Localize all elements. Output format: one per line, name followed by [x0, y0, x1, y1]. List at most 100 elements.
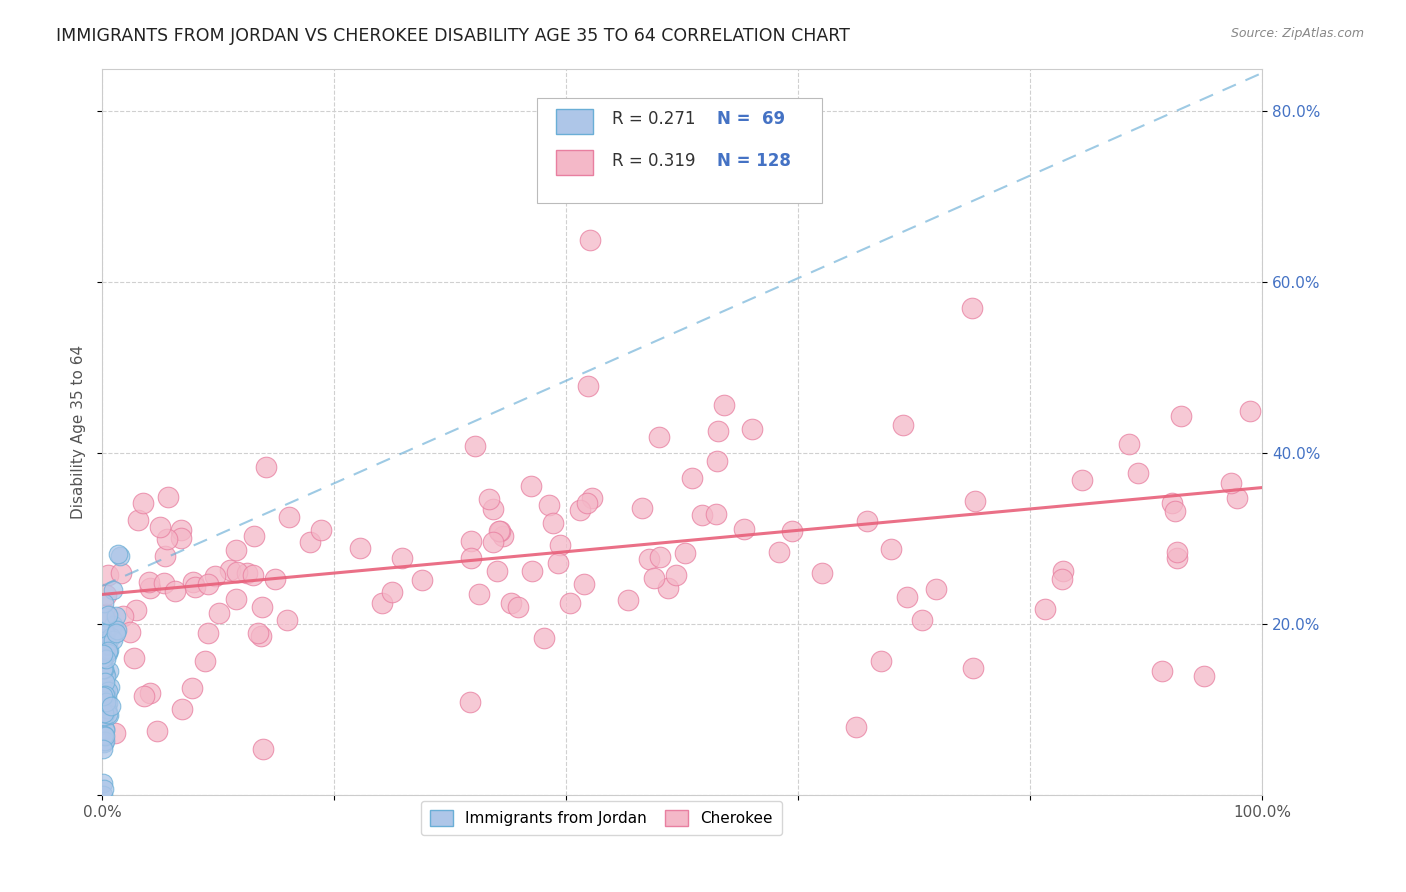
Point	[247, 626, 270, 640]
Point	[112, 609, 135, 624]
Point	[631, 501, 654, 516]
Point	[139, 582, 162, 596]
Point	[94, 610, 117, 624]
Point	[97, 684, 120, 698]
FancyBboxPatch shape	[555, 109, 593, 134]
Point	[458, 695, 481, 709]
Point	[501, 596, 523, 610]
Point	[93, 651, 115, 665]
Point	[94, 705, 117, 719]
Point	[381, 584, 404, 599]
Text: IMMIGRANTS FROM JORDAN VS CHEROKEE DISABILITY AGE 35 TO 64 CORRELATION CHART: IMMIGRANTS FROM JORDAN VS CHEROKEE DISAB…	[56, 27, 851, 45]
Point	[481, 502, 503, 516]
Point	[127, 513, 149, 527]
Point	[250, 599, 273, 614]
Point	[581, 491, 603, 505]
Point	[91, 634, 114, 648]
Point	[277, 510, 299, 524]
Point	[94, 666, 117, 681]
Point	[704, 507, 727, 521]
Point	[264, 572, 287, 586]
Point	[856, 514, 879, 528]
Legend: Immigrants from Jordan, Cherokee: Immigrants from Jordan, Cherokee	[420, 801, 782, 835]
Point	[520, 565, 543, 579]
Point	[242, 568, 264, 582]
Point	[103, 633, 125, 648]
Point	[1052, 564, 1074, 578]
Point	[962, 661, 984, 675]
Point	[309, 523, 332, 537]
Point	[91, 685, 114, 699]
Point	[411, 573, 433, 587]
Point	[870, 654, 893, 668]
Point	[94, 690, 117, 705]
Point	[276, 613, 298, 627]
Point	[492, 529, 515, 543]
Point	[96, 625, 118, 640]
Point	[349, 541, 371, 556]
Point	[104, 726, 127, 740]
Point	[105, 608, 128, 623]
Point	[665, 568, 688, 582]
Point	[254, 459, 277, 474]
Point	[94, 693, 117, 707]
FancyBboxPatch shape	[537, 97, 821, 203]
Point	[225, 591, 247, 606]
Point	[845, 720, 868, 734]
Point	[97, 642, 120, 657]
Point	[134, 689, 156, 703]
Point	[138, 574, 160, 589]
Point	[880, 541, 903, 556]
Point	[146, 723, 169, 738]
Point	[925, 582, 948, 596]
Point	[94, 698, 117, 713]
Point	[252, 742, 274, 756]
Point	[1166, 545, 1188, 559]
Point	[98, 708, 121, 723]
Point	[94, 652, 117, 666]
Point	[648, 430, 671, 444]
Point	[94, 696, 117, 710]
Point	[91, 651, 114, 665]
Point	[97, 644, 120, 658]
Point	[1166, 550, 1188, 565]
Point	[155, 532, 177, 546]
Point	[225, 543, 247, 558]
Point	[706, 424, 728, 438]
Y-axis label: Disability Age 35 to 64: Disability Age 35 to 64	[72, 345, 86, 519]
Point	[93, 729, 115, 743]
Point	[713, 398, 735, 412]
Point	[91, 742, 114, 756]
Point	[98, 680, 121, 694]
Point	[1194, 668, 1216, 682]
Point	[548, 538, 571, 552]
Point	[91, 647, 114, 661]
Point	[97, 646, 120, 660]
Point	[673, 546, 696, 560]
Point	[153, 549, 176, 563]
Point	[782, 524, 804, 539]
Point	[197, 626, 219, 640]
Point	[575, 495, 598, 509]
Point	[93, 698, 115, 712]
Point	[110, 566, 132, 581]
Point	[153, 575, 176, 590]
Point	[96, 608, 118, 623]
Point	[107, 547, 129, 561]
Point	[170, 531, 193, 545]
Point	[93, 689, 115, 703]
Point	[100, 698, 122, 713]
Point	[104, 624, 127, 639]
Point	[170, 701, 193, 715]
Point	[100, 631, 122, 645]
Point	[170, 524, 193, 538]
Point	[911, 613, 934, 627]
Point	[96, 703, 118, 717]
Point	[91, 689, 114, 703]
Point	[91, 662, 114, 676]
Point	[460, 550, 482, 565]
Text: R = 0.271: R = 0.271	[612, 111, 695, 128]
Point	[94, 696, 117, 710]
Point	[97, 697, 120, 711]
Point	[1170, 409, 1192, 423]
